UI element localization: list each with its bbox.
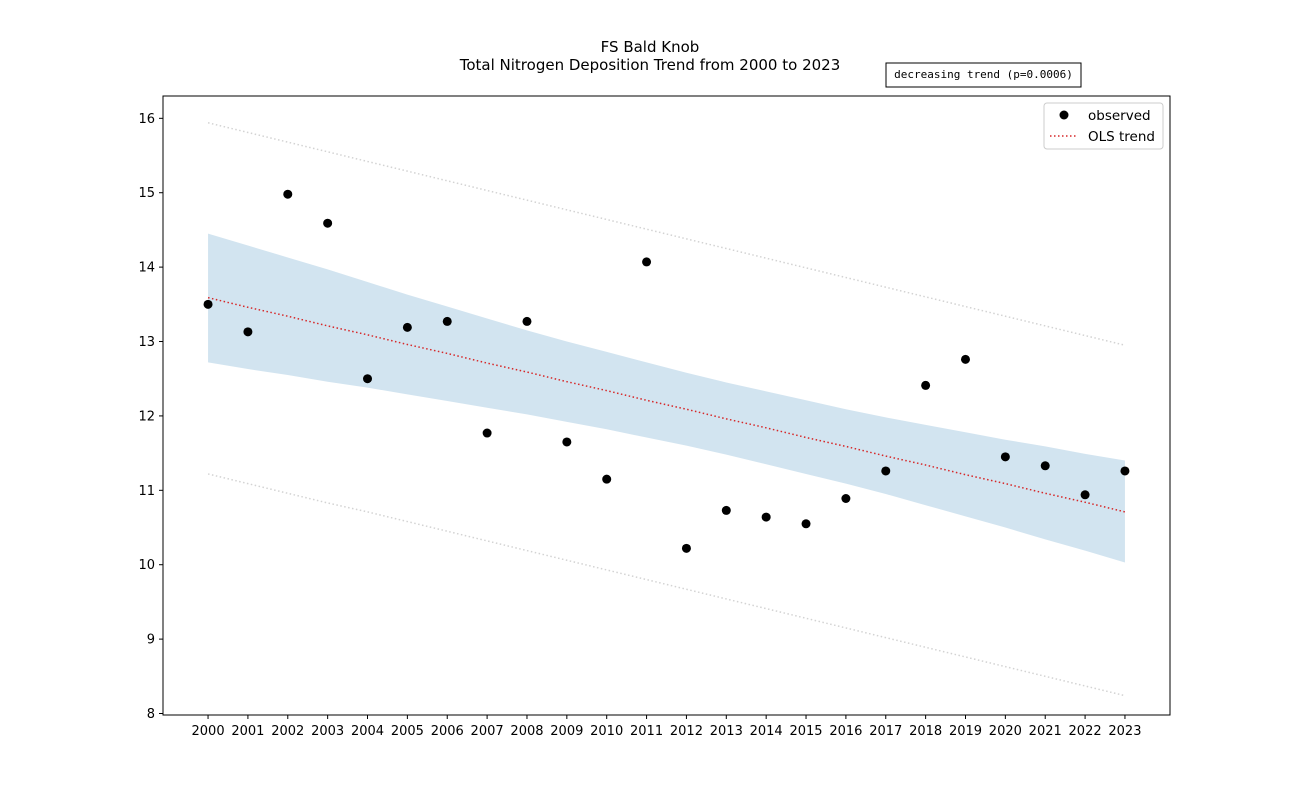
annotation-text: decreasing trend (p=0.0006) (894, 68, 1073, 81)
y-tick-label-10: 10 (138, 558, 155, 573)
x-tick-label-2015: 2015 (789, 724, 822, 739)
observed-point-2000 (203, 299, 213, 309)
y-tick-label-14: 14 (138, 261, 155, 276)
legend-label-observed: observed (1088, 108, 1151, 124)
legend-box (1043, 102, 1164, 150)
prediction-band-upper (207, 122, 1126, 346)
observed-point-2008 (522, 316, 532, 326)
x-tick-label-2009: 2009 (550, 724, 583, 739)
ols-trend-line (207, 296, 1126, 513)
x-tick-label-2016: 2016 (829, 724, 862, 739)
x-tick-label-2018: 2018 (909, 724, 942, 739)
x-tick-label-2001: 2001 (231, 724, 264, 739)
x-tick-label-2007: 2007 (471, 724, 504, 739)
x-tick-label-2000: 2000 (192, 724, 225, 739)
x-tick-label-2017: 2017 (869, 724, 902, 739)
y-tick-label-15: 15 (138, 186, 155, 201)
y-axis: 8 9 10 11 12 13 14 15 16 (138, 112, 163, 722)
observed-point-2010 (602, 474, 612, 484)
annotation-box (885, 62, 1082, 88)
observed-point-2021 (1040, 461, 1050, 471)
observed-point-2011 (642, 257, 652, 267)
x-tick-label-2002: 2002 (271, 724, 304, 739)
observed-point-2020 (1000, 452, 1010, 462)
y-tick-label-12: 12 (138, 409, 155, 424)
y-tick-label-11: 11 (138, 484, 155, 499)
x-tick-label-2003: 2003 (311, 724, 344, 739)
x-tick-label-2006: 2006 (431, 724, 464, 739)
observed-point-2013 (721, 505, 731, 515)
observed-point-2016 (841, 494, 851, 503)
observed-point-2019 (960, 354, 970, 364)
observed-point-2017 (881, 466, 891, 476)
confidence-band (208, 233, 1125, 563)
x-tick-label-2011: 2011 (630, 724, 663, 739)
x-tick-label-2022: 2022 (1069, 724, 1102, 739)
observed-point-2014 (761, 512, 771, 522)
y-tick-label-13: 13 (138, 335, 155, 350)
x-tick-label-2005: 2005 (391, 724, 424, 739)
x-tick-label-2004: 2004 (351, 724, 384, 739)
x-tick-label-2023: 2023 (1108, 724, 1141, 739)
observed-point-2004 (363, 374, 373, 384)
observed-point-2006 (442, 316, 452, 326)
observed-point-2005 (402, 322, 412, 332)
x-tick-label-2021: 2021 (1029, 724, 1062, 739)
x-axis: 2000 2001 2002 2003 2004 2005 2006 2007 2008 2009… (192, 715, 1141, 739)
x-tick-label-2013: 2013 (710, 724, 743, 739)
observed-point-2002 (283, 189, 293, 199)
observed-point-2001 (243, 327, 253, 337)
x-tick-label-2010: 2010 (590, 724, 623, 739)
observed-point-2007 (482, 428, 492, 438)
x-tick-label-2014: 2014 (750, 724, 783, 739)
observed-point-2012 (681, 543, 691, 553)
observed-point-2023 (1120, 466, 1130, 476)
x-tick-label-2012: 2012 (670, 724, 703, 739)
chart-subtitle: Total Nitrogen Deposition Trend from 200… (459, 56, 841, 74)
observed-point-2018 (921, 380, 931, 390)
chart-title: FS Bald Knob (601, 38, 700, 56)
x-tick-label-2019: 2019 (949, 724, 982, 739)
x-tick-label-2008: 2008 (510, 724, 543, 739)
y-tick-label-9: 9 (147, 633, 155, 648)
prediction-band-lower (207, 473, 1126, 697)
legend-label-ols-trend: OLS trend (1088, 129, 1155, 145)
observed-point-2015 (801, 519, 811, 529)
observed-point-2003 (323, 218, 333, 228)
observed-point-2009 (562, 437, 572, 447)
plot-area (203, 122, 1130, 697)
plot-frame (162, 95, 1171, 716)
legend-marker-observed (1059, 110, 1069, 120)
legend: observed OLS trend (1043, 102, 1164, 150)
y-tick-label-16: 16 (138, 112, 155, 127)
observed-point-2022 (1080, 490, 1090, 500)
y-tick-label-8: 8 (147, 707, 155, 722)
x-tick-label-2020: 2020 (989, 724, 1022, 739)
trend-annotation: decreasing trend (p=0.0006) (885, 62, 1082, 88)
